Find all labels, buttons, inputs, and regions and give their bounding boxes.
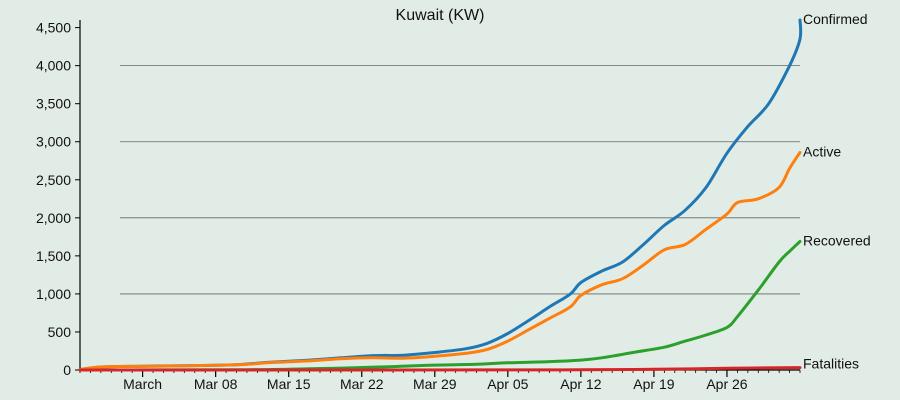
series-label-recovered: Recovered [803,232,871,248]
series-line-recovered [78,239,802,372]
y-tick-label: 500 [48,324,72,340]
series-line-fatalities [78,366,802,372]
chart-title: Kuwait (KW) [396,7,485,24]
series-line-active [78,150,802,372]
series-lines [78,18,803,372]
axes [79,20,800,371]
series-label-active: Active [803,143,841,159]
y-tick-label: 1,000 [36,286,71,302]
y-tick-label: 1,500 [36,248,71,264]
series-label-fatalities: Fatalities [803,356,859,372]
y-tick-label: 0 [63,362,71,378]
x-tick-label: Apr 26 [706,376,747,392]
gridlines [120,65,800,295]
x-tick-label: Mar 29 [413,376,457,392]
y-tick-label: 3,500 [36,96,71,112]
x-tick-label: Mar 15 [267,376,311,392]
x-tick-label: Mar 08 [194,376,238,392]
y-axis-ticks: 0 500 1,000 1,500 2,000 2,500 3,000 3,500 4,000 4… [36,20,80,378]
series-label-confirmed: Confirmed [803,11,868,27]
x-tick-label: Apr 05 [487,376,528,392]
series-labels: Confirmed Active Recovered Fatalities [803,11,871,372]
x-axis-ticks: March Mar 08 Mar 15 Mar 22 Mar 29 Apr 05 Apr 1… [79,370,801,392]
x-tick-label: Apr 12 [560,376,601,392]
x-tick-label: March [123,376,162,392]
y-tick-label: 4,500 [36,20,71,36]
x-tick-label: Mar 22 [340,376,384,392]
x-tick-label: Apr 19 [633,376,674,392]
y-tick-label: 3,000 [36,134,71,150]
series-line-confirmed [78,18,803,372]
y-tick-label: 4,000 [36,58,71,74]
y-tick-label: 2,000 [36,210,71,226]
y-tick-label: 2,500 [36,172,71,188]
